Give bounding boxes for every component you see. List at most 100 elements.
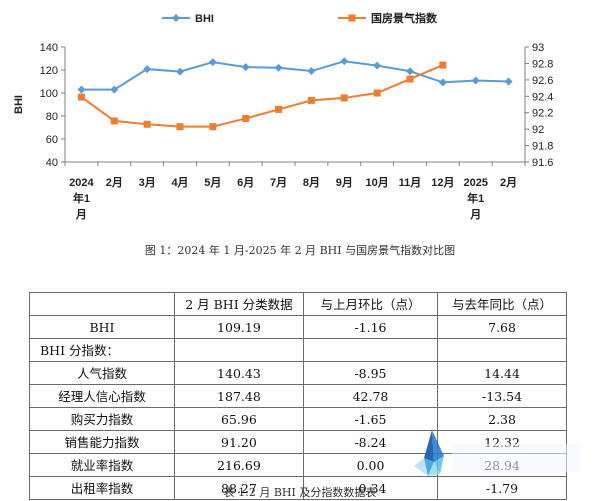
x-tick-label: 月 xyxy=(469,208,481,221)
row-label: 销售能力指数 xyxy=(29,430,175,454)
y2-tick-label: 92.6 xyxy=(532,75,553,87)
x-tick-label: 2025 xyxy=(463,177,487,189)
x-tick-label: 8月 xyxy=(303,176,320,189)
table-cell: -0.34 xyxy=(302,476,439,500)
row-label: 出租率指数 xyxy=(29,476,175,500)
y-tick-label: 40 xyxy=(46,157,58,169)
table-cell: 187.48 xyxy=(173,384,304,408)
series-point-bhi xyxy=(307,67,316,76)
series-point-guofang xyxy=(110,117,118,125)
x-tick-label: 6月 xyxy=(237,176,254,189)
y-tick-label: 100 xyxy=(40,88,58,100)
y-tick-label: 60 xyxy=(46,134,58,146)
chart-svg: 140 120 100 80 60 40 93 92.8 92.6 92.4 92.2 92 91.8 9… xyxy=(13,11,553,221)
row-label: 就业率指数 xyxy=(29,453,175,477)
legend-label: 国房景气指数 xyxy=(371,11,438,25)
series-point-guofang xyxy=(340,94,348,102)
table-caption: 表 1:2 月 BHI 及分指数数据表 xyxy=(223,486,377,499)
table-cell: 216.69 xyxy=(173,453,304,477)
series-point-guofang xyxy=(307,96,315,104)
legend-marker-bhi xyxy=(172,14,180,22)
series-point-bhi xyxy=(143,65,152,74)
table-cell: -13.54 xyxy=(437,384,567,408)
table-header-cell: 与上月环比（点） xyxy=(302,292,439,316)
x-tick-label: 9月 xyxy=(336,176,353,189)
y2-tick-label: 91.6 xyxy=(532,157,553,169)
series-point-bhi xyxy=(274,63,283,72)
series-point-bhi xyxy=(241,63,250,72)
series-point-bhi xyxy=(373,61,382,70)
table-cell: 14.44 xyxy=(437,361,567,385)
table-row: 经理人信心指数 187.48 42.78 -13.54 xyxy=(29,384,567,408)
series-point-guofang xyxy=(373,89,381,97)
table-cell: 2.38 xyxy=(437,407,567,431)
series-line-1 xyxy=(81,60,509,91)
table-row: BHI 分指数： xyxy=(29,338,567,362)
table-row: BHI 109.19 -1.16 7.68 xyxy=(29,315,567,339)
table-row: 出租率指数 88.27 -0.34 -1.79 xyxy=(29,476,567,500)
row-label: BHI 分指数： xyxy=(29,338,175,362)
x-tick-label: 12月 xyxy=(431,176,454,189)
y2-tick-label: 92.4 xyxy=(532,91,553,103)
series-point-guofang xyxy=(439,61,447,69)
x-tick-label: 10月 xyxy=(366,176,389,189)
y2-tick-label: 92 xyxy=(532,124,544,136)
table-cell: -1.79 xyxy=(437,476,567,500)
legend-label: BHI xyxy=(195,13,214,25)
x-tick-label: 3月 xyxy=(139,176,156,189)
series-point-guofang xyxy=(209,123,217,131)
table-cell xyxy=(173,338,304,362)
x-tick-label: 4月 xyxy=(171,176,188,189)
row-label: 经理人信心指数 xyxy=(29,384,175,408)
bhi-comparison-chart: 140 120 100 80 60 40 93 92.8 92.6 92.4 92.2 92 91.8 9… xyxy=(0,0,600,232)
series-point-guofang xyxy=(77,93,85,101)
x-tick-label: 月 xyxy=(75,208,87,221)
x-tick-label: 2024 xyxy=(69,177,94,189)
y2-tick-label: 93 xyxy=(532,42,544,54)
table-cell: 91.20 xyxy=(173,430,304,454)
series-point-guofang xyxy=(242,114,250,122)
table-header-cell xyxy=(29,292,175,316)
table-cell: 140.43 xyxy=(173,361,304,385)
series-point-bhi xyxy=(406,67,414,76)
table-cell: -8.24 xyxy=(302,430,439,454)
table-cell: -1.16 xyxy=(302,315,439,339)
series-point-guofang xyxy=(406,75,414,83)
series-point-bhi xyxy=(340,57,349,66)
table-cell: 109.19 xyxy=(173,315,304,339)
y2-tick-label: 92.8 xyxy=(532,58,553,70)
y-tick-label: 80 xyxy=(46,111,58,123)
x-tick-label: 7月 xyxy=(270,176,287,189)
x-tick-label: 年1 xyxy=(467,191,484,205)
table-cell xyxy=(437,338,567,362)
series-point-guofang xyxy=(275,105,283,113)
table-cell: 42.78 xyxy=(302,384,439,408)
y-axis-label: BHI xyxy=(13,95,25,114)
table-header-cell: 2 月 BHI 分类数据 xyxy=(173,292,304,316)
row-label: 购买力指数 xyxy=(29,407,175,431)
row-label: 人气指数 xyxy=(29,361,175,385)
y-tick-label: 120 xyxy=(40,65,58,77)
series-point-bhi xyxy=(77,85,86,94)
x-tick-label: 5月 xyxy=(204,176,221,189)
table-cell: -8.95 xyxy=(302,361,439,385)
x-tick-label: 年1 xyxy=(73,191,90,205)
legend-marker-guofang xyxy=(348,14,356,22)
y2-tick-label: 92.2 xyxy=(532,108,553,120)
series-point-bhi xyxy=(110,85,119,94)
table-header-row: 2 月 BHI 分类数据 与上月环比（点） 与去年同比（点） xyxy=(29,292,567,316)
y2-tick-label: 91.8 xyxy=(532,141,553,153)
series-point-guofang xyxy=(143,120,151,128)
table-header-cell: 与去年同比（点） xyxy=(437,292,567,316)
crystal-logo-icon xyxy=(414,430,580,476)
series-point-guofang xyxy=(176,123,184,131)
series-point-bhi xyxy=(438,78,447,87)
table-cell: 7.68 xyxy=(437,315,567,339)
series-line-2 xyxy=(80,64,444,128)
table-cell: 65.96 xyxy=(173,407,304,431)
table-cell xyxy=(302,338,439,362)
x-tick-label: 2月 xyxy=(106,176,123,189)
series-point-bhi xyxy=(504,77,513,86)
x-tick-label: 2月 xyxy=(500,176,517,189)
table-row: 人气指数 140.43 -8.95 14.44 xyxy=(29,361,567,385)
